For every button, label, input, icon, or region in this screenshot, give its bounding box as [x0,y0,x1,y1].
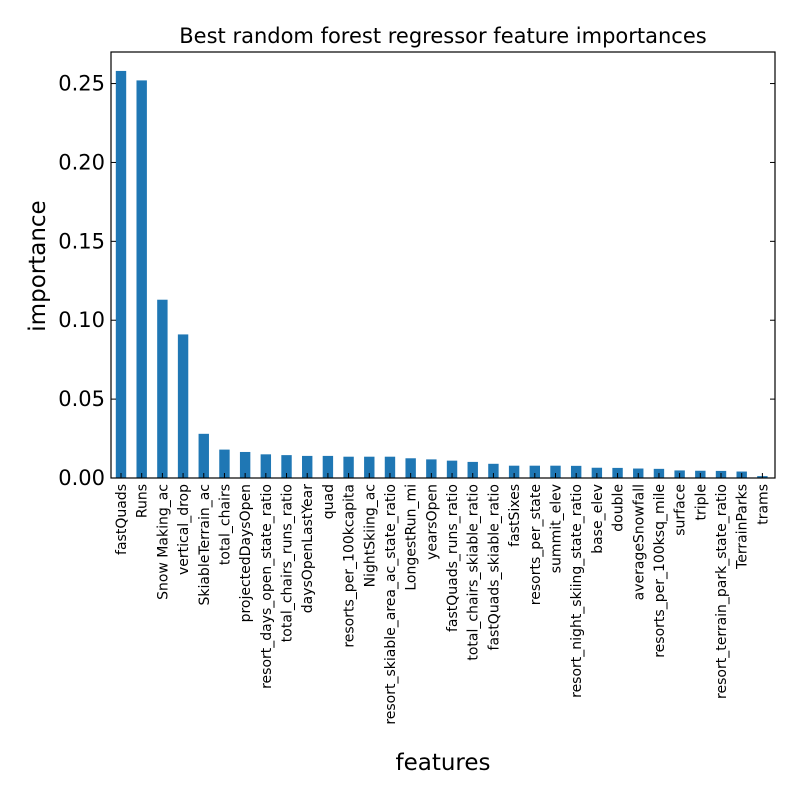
x-tick-label: double [611,484,627,532]
x-tick-label: summit_elev [548,484,564,573]
bar-daysOpenLastYear [302,455,313,478]
bar-total_chairs [219,449,230,478]
bar-quad [322,455,334,478]
x-tick-label: Snow Making_ac [155,484,171,600]
bar-SkiableTerrain_ac [198,433,209,478]
bar-fastQuads [115,70,127,479]
x-tick-label: quad [321,484,337,519]
x-tick-label: base_elev [590,484,606,554]
y-tick-label: 0.25 [58,72,105,96]
x-tick-label: triple [693,484,709,521]
bar-base_elev [591,467,603,478]
bar-Snow Making_ac [157,299,168,478]
bar-resort_skiable_area_ac_state_ratio [384,456,396,478]
x-tick-label: resorts_per_state [528,484,544,605]
chart-title: Best random forest regressor feature imp… [179,24,706,48]
y-tick-label: 0.15 [58,229,105,253]
x-tick-label: averageSnowfall [631,484,647,600]
x-tick-label: yearsOpen [424,484,440,560]
y-axis-label: importance [25,200,51,331]
x-tick-label: trams [755,484,771,525]
bar-NightSkiing_ac [364,456,375,478]
x-axis: fastQuads Runs Snow Making_ac vertical_drop… [114,473,771,725]
x-tick-label: resort_skiable_area_ac_state_ratio [383,484,399,725]
x-tick-label: resorts_per_100ksq_mile [652,484,668,658]
bar-total_chairs_runs_ratio [281,455,292,478]
bar-resorts_per_state [529,465,540,478]
x-tick-label: fastQuads_skiable_ratio [486,484,502,650]
x-tick-label: resorts_per_100kcapita [342,484,358,648]
x-tick-label: Runs [135,484,151,518]
x-tick-label: total_chairs_runs_ratio [280,484,296,642]
x-tick-label: vertical_drop [176,484,192,575]
x-tick-label: total_chairs [217,484,233,565]
plot-frame [110,51,776,479]
bar-fastQuads_skiable_ratio [488,463,499,478]
x-tick-label: LongestRun_mi [404,484,420,591]
bar-fastQuads_runs_ratio [446,460,458,478]
x-tick-label: resort_terrain_park_state_ratio [714,484,730,699]
x-tick-label: NightSkiing_ac [362,484,378,587]
y-tick-label: 0.05 [58,387,105,411]
bar-yearsOpen [426,459,437,478]
x-tick-label: resort_days_open_state_ratio [259,484,275,689]
bar-resort_night_skiing_state_ratio [570,465,582,478]
y-tick-label: 0.00 [58,466,105,490]
y-tick-label: 0.20 [58,150,105,174]
x-tick-label: projectedDaysOpen [238,484,254,622]
bar-resorts_per_100kcapita [343,456,354,478]
x-tick-label: fastQuads_runs_ratio [445,484,461,632]
bar-Runs [136,80,147,479]
x-tick-label: SkiableTerrain_ac [197,484,213,606]
x-axis-label: features [395,750,490,776]
x-tick-label: daysOpenLastYear [300,484,316,613]
x-tick-label: fastSixes [507,484,523,547]
bar-resort_days_open_state_ratio [260,454,272,478]
y-tick-label: 0.10 [58,308,105,332]
x-tick-label: resort_night_skiing_state_ratio [569,484,585,698]
bar-summit_elev [550,465,561,478]
bar-total_chairs_skiable_ratio [467,461,478,478]
bar-LongestRun_mi [405,458,416,478]
x-tick-label: TerrainParks [735,484,751,570]
bar-projectedDaysOpen [239,451,251,478]
x-tick-label: surface [673,484,689,536]
y-axis: 0.00 0.05 0.10 0.15 0.20 0.25 [58,72,775,490]
bar-double [612,467,623,478]
bar-vertical_drop [177,334,189,478]
x-tick-label: fastQuads [114,484,130,555]
x-tick-label: total_chairs_skiable_ratio [466,484,482,661]
bar-fastSixes [508,465,520,478]
